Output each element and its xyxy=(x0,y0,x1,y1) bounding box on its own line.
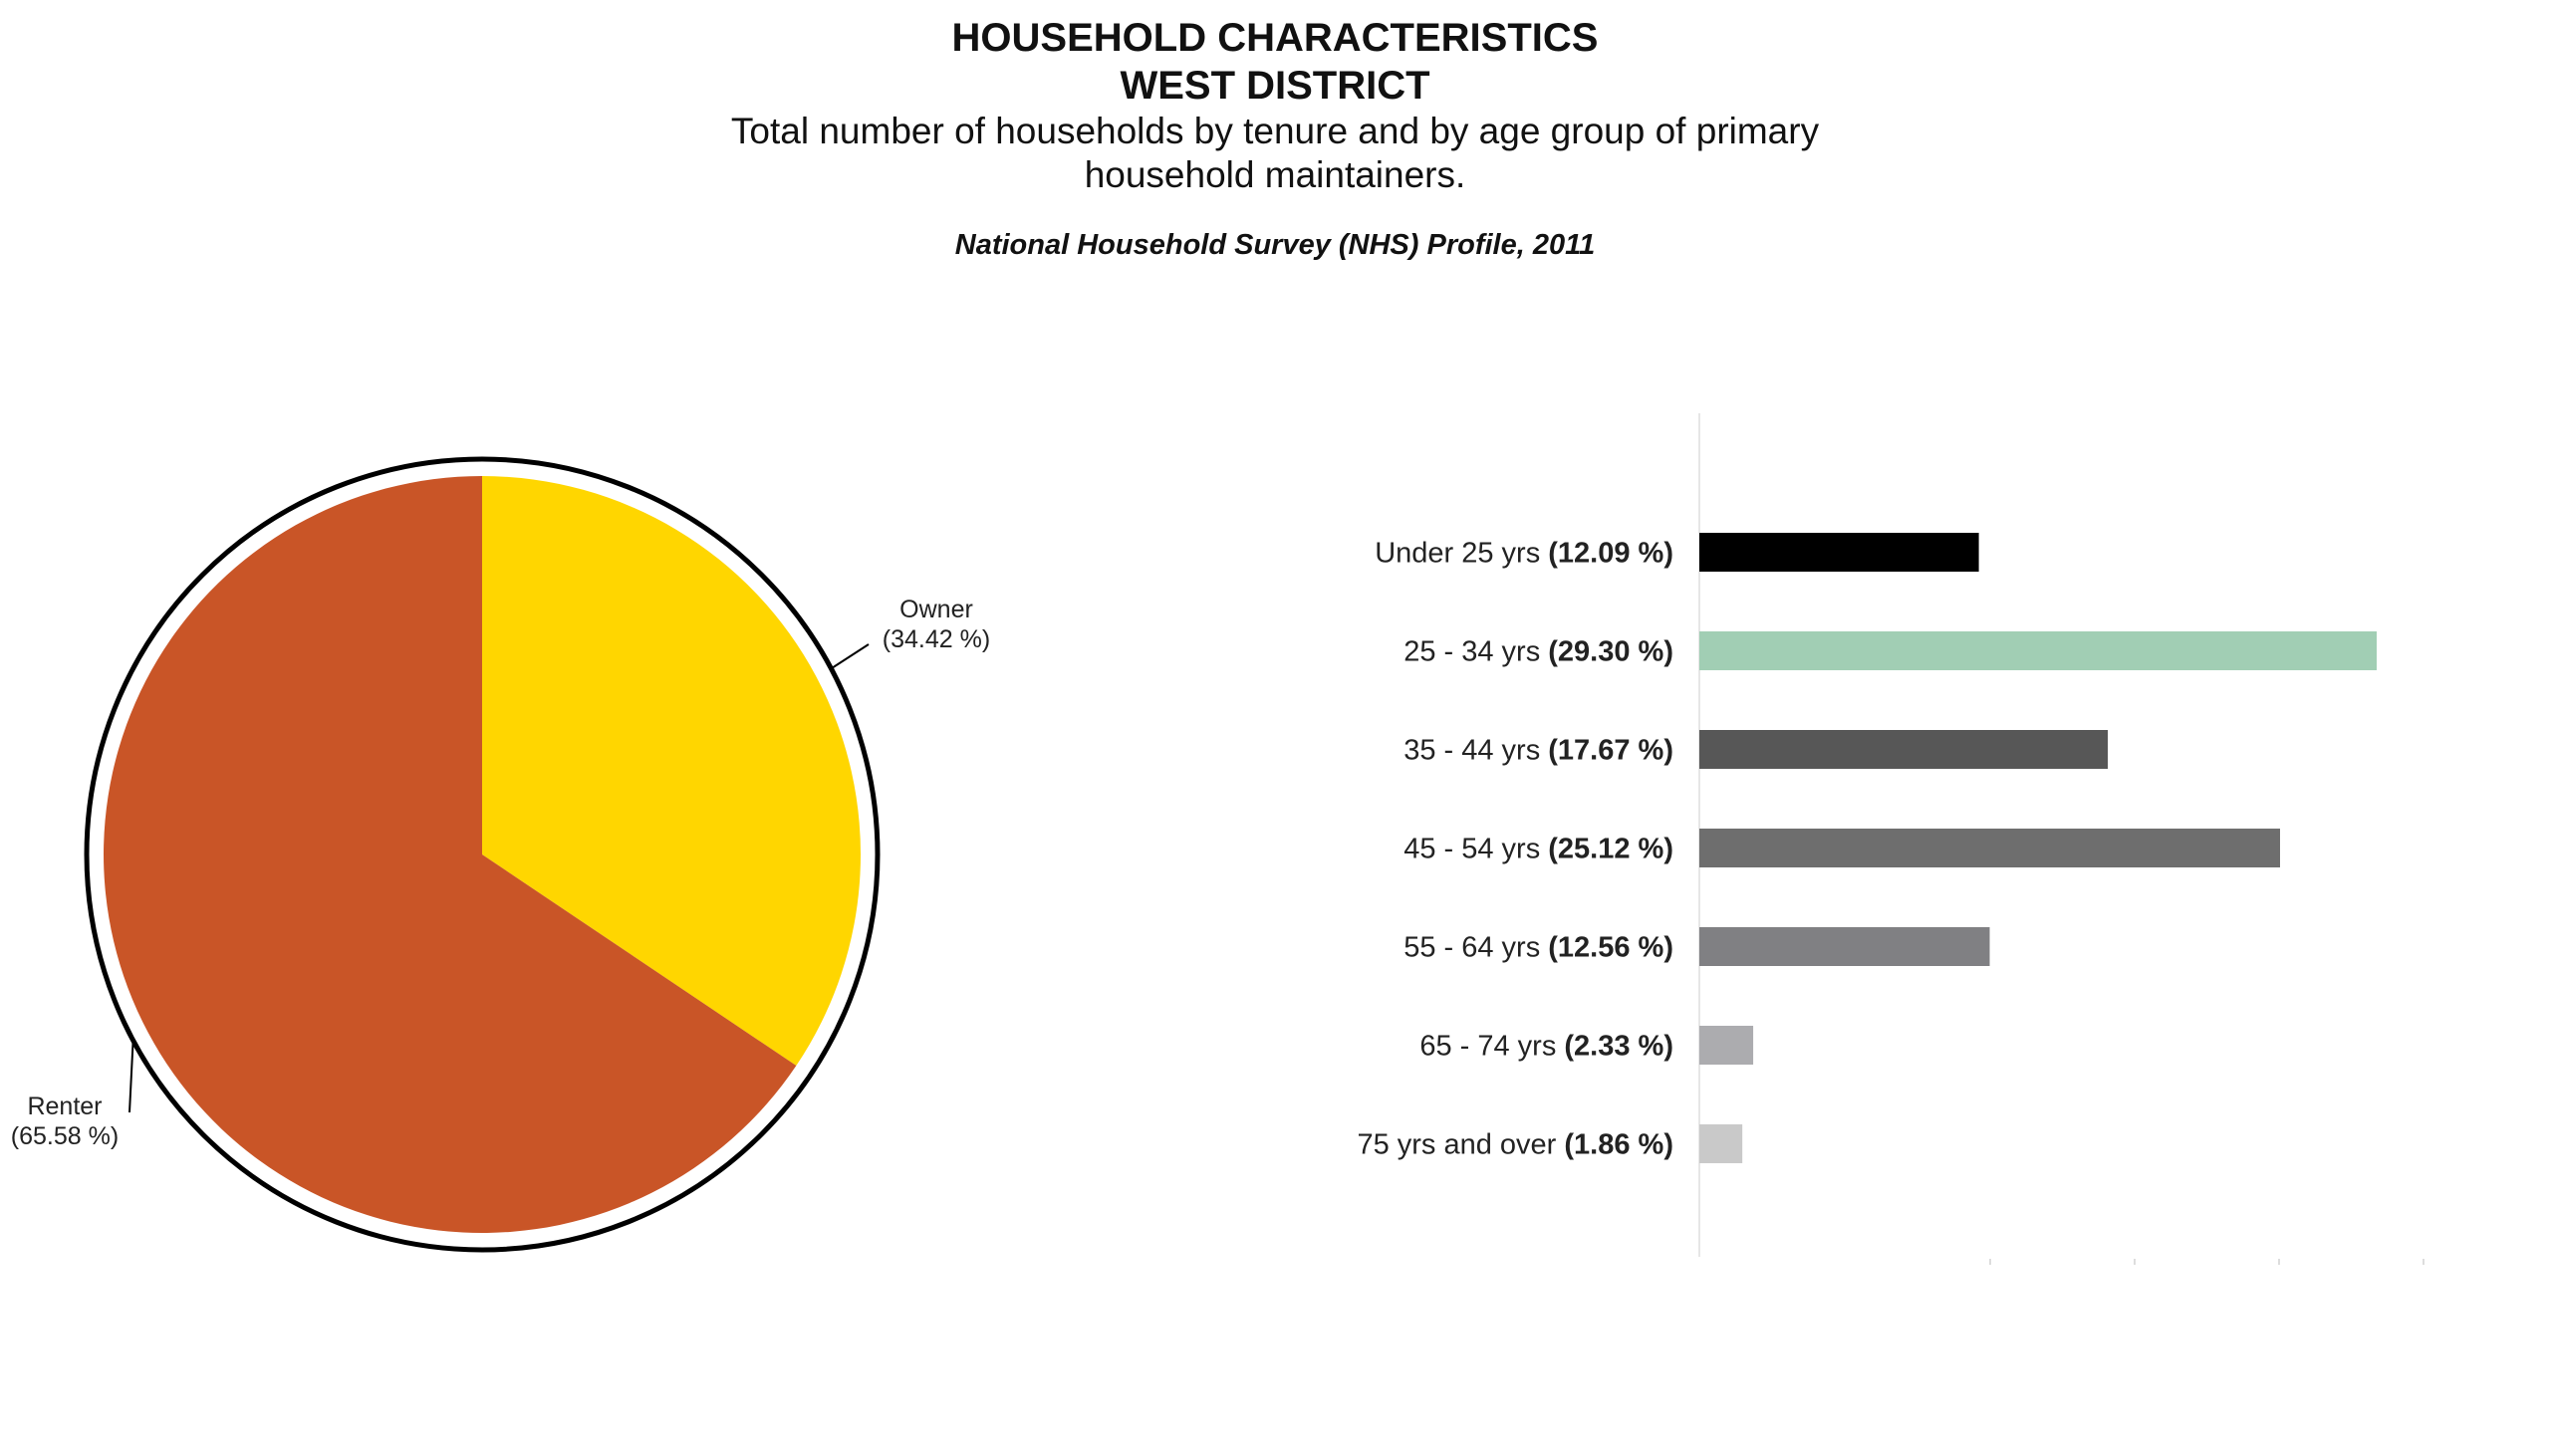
pie-value-label-renter: (65.58 %) xyxy=(11,1122,119,1150)
subtitle-line2: household maintainers. xyxy=(1084,154,1466,195)
bar-category-name: 45 - 54 yrs xyxy=(1403,834,1548,865)
bar-category-label: 45 - 54 yrs (25.12 %) xyxy=(1403,834,1673,865)
bar-value-label: (25.12 %) xyxy=(1548,834,1673,865)
bar-category-label: 75 yrs and over (1.86 %) xyxy=(1357,1129,1673,1161)
bar-1 xyxy=(1699,533,1979,572)
pie-leader-line-owner xyxy=(830,643,870,670)
bar-value-label: (12.09 %) xyxy=(1548,538,1673,570)
source-note: National Household Survey (NHS) Profile,… xyxy=(954,229,1596,261)
bar-category-name: 35 - 44 yrs xyxy=(1403,735,1548,767)
bar-category-label: 55 - 64 yrs (12.56 %) xyxy=(1403,932,1673,964)
bar-4 xyxy=(1699,829,2280,867)
pie-label-renter: Renter xyxy=(27,1092,102,1120)
bar-category-name: 65 - 74 yrs xyxy=(1419,1031,1564,1063)
bar-5 xyxy=(1699,927,1990,966)
subtitle-line1: Total number of households by tenure and… xyxy=(730,111,1820,151)
bar-category-label: 25 - 34 yrs (29.30 %) xyxy=(1403,636,1673,668)
pie-leader-line-renter xyxy=(128,1040,134,1113)
bar-category-name: Under 25 yrs xyxy=(1375,538,1548,570)
bar-value-label: (17.67 %) xyxy=(1548,735,1673,767)
bar-7 xyxy=(1699,1124,1743,1163)
pie-slice-owner xyxy=(482,476,862,1067)
bar-category-label: Under 25 yrs (12.09 %) xyxy=(1375,538,1673,570)
bar-3 xyxy=(1699,730,2109,769)
bar-category-name: 75 yrs and over xyxy=(1357,1129,1564,1161)
pie-label-owner: Owner xyxy=(899,596,973,623)
bar-category-name: 25 - 34 yrs xyxy=(1403,636,1548,668)
bar-6 xyxy=(1699,1026,1754,1065)
bar-value-label: (2.33 %) xyxy=(1564,1031,1673,1063)
bar-2 xyxy=(1699,631,2377,670)
bar-value-label: (29.30 %) xyxy=(1548,636,1673,668)
pie-value-label-owner: (34.42 %) xyxy=(883,625,990,653)
bar-value-label: (12.56 %) xyxy=(1548,932,1673,964)
bar-chart: Under 25 yrs (12.09 %) 25 - 34 yrs (29.30… xyxy=(1357,413,2424,1265)
bar-value-label: (1.86 %) xyxy=(1564,1129,1673,1161)
chart-subtitle: Total number of households by tenure and… xyxy=(0,110,2550,197)
bar-category-label: 35 - 44 yrs (17.67 %) xyxy=(1403,735,1673,767)
chart-title-line1: HOUSEHOLD CHARACTERISTICS xyxy=(951,16,1599,60)
pie-slice-renter xyxy=(104,476,797,1233)
bar-category-label: 65 - 74 yrs (2.33 %) xyxy=(1419,1031,1673,1063)
bar-category-name: 55 - 64 yrs xyxy=(1403,932,1548,964)
pie-chart: Owner(34.42 %) Renter(65.58 %) xyxy=(11,456,990,1253)
chart-title-line2: WEST DISTRICT xyxy=(1120,64,1430,108)
